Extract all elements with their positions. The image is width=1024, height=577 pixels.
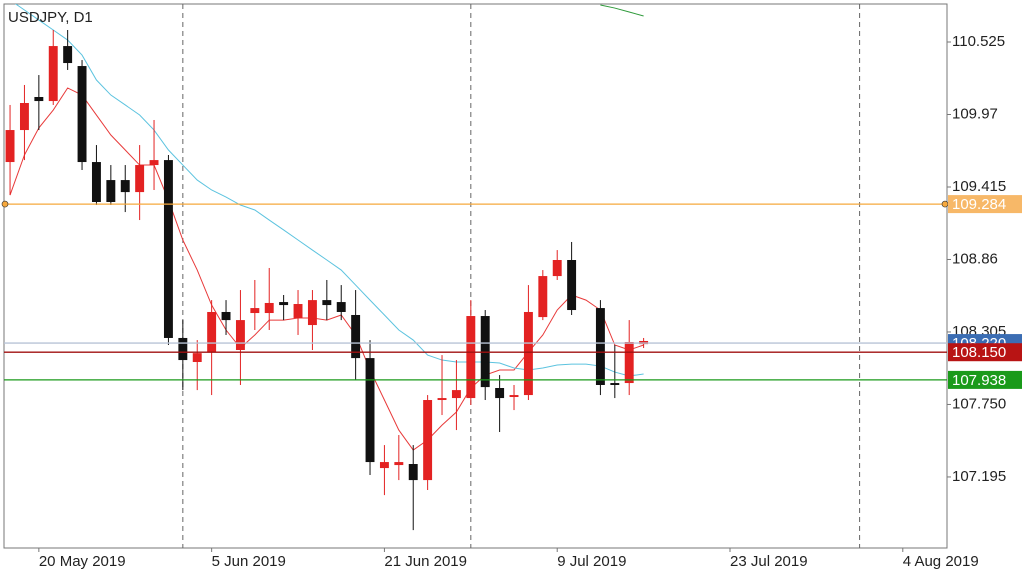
candle-body [610,383,620,385]
candle-body [250,308,260,314]
y-tick-label: 109.97 [952,105,998,122]
candle-body [394,462,404,466]
candle-body [351,314,361,359]
price-label: 107.938 [952,372,1006,389]
candle-body [595,308,605,385]
candle-body [135,165,145,193]
candle-body [77,66,87,163]
x-tick-label: 4 Aug 2019 [903,553,979,570]
y-tick-label: 107.195 [952,468,1006,485]
candle-body [207,311,217,353]
x-tick-label: 20 May 2019 [39,553,126,570]
candle-body [336,302,346,312]
x-tick-label: 21 Jun 2019 [384,553,467,570]
moving-average [9,87,644,451]
axis-area: 107.195107.750108.305108.86109.415109.97… [1,33,1022,570]
candle-body [466,316,476,399]
line-handle [941,200,949,208]
candle-body [567,260,577,311]
candle-body [235,320,245,350]
candle-body [451,390,461,399]
y-tick-label: 108.86 [952,250,998,267]
candle-body [5,130,15,163]
candle-body [120,180,130,193]
candle-body [322,300,332,306]
y-tick-label: 110.525 [952,33,1005,50]
line-handle [1,200,9,208]
candle-body [149,160,159,166]
candle-body [624,342,634,384]
candle-body [264,302,274,314]
candle-body [63,46,73,64]
candle-body [34,96,44,102]
candle-body [178,337,188,361]
candle-body [379,462,389,469]
candle-body [293,304,303,318]
plot-frame [3,3,948,549]
moving-average [600,4,644,17]
candle-body [552,260,562,277]
candle-body [48,46,58,102]
x-tick-label: 23 Jul 2019 [730,553,808,570]
price-label-box [948,370,1022,389]
price-label: 108.150 [952,344,1006,361]
price-label-box [948,195,1022,214]
candle-body [279,302,289,306]
x-tick-label: 5 Jun 2019 [212,553,286,570]
candle-body [163,160,173,338]
candle-body [365,358,375,463]
candle-body [480,316,490,388]
candle-body [423,400,433,481]
price-label: 109.284 [952,196,1006,213]
candle-body [192,353,202,363]
candle-body [523,311,533,396]
chart-title: USDJPY, D1 [8,9,93,26]
candle-body [509,395,519,398]
candle-body [538,276,548,318]
candle-body [19,103,29,131]
price-label-box [948,343,1022,362]
candle-body [437,398,447,401]
moving-average [14,4,644,377]
x-tick-label: 9 Jul 2019 [557,553,626,570]
y-tick-label: 109.415 [952,178,1006,195]
candle-body [408,464,418,481]
candle-body [307,300,317,326]
candle-body [91,162,101,203]
candle-body [495,388,505,399]
candle-body [221,311,231,321]
candle-body [106,180,116,203]
plot-area [4,4,947,548]
y-tick-label: 107.750 [952,395,1006,412]
